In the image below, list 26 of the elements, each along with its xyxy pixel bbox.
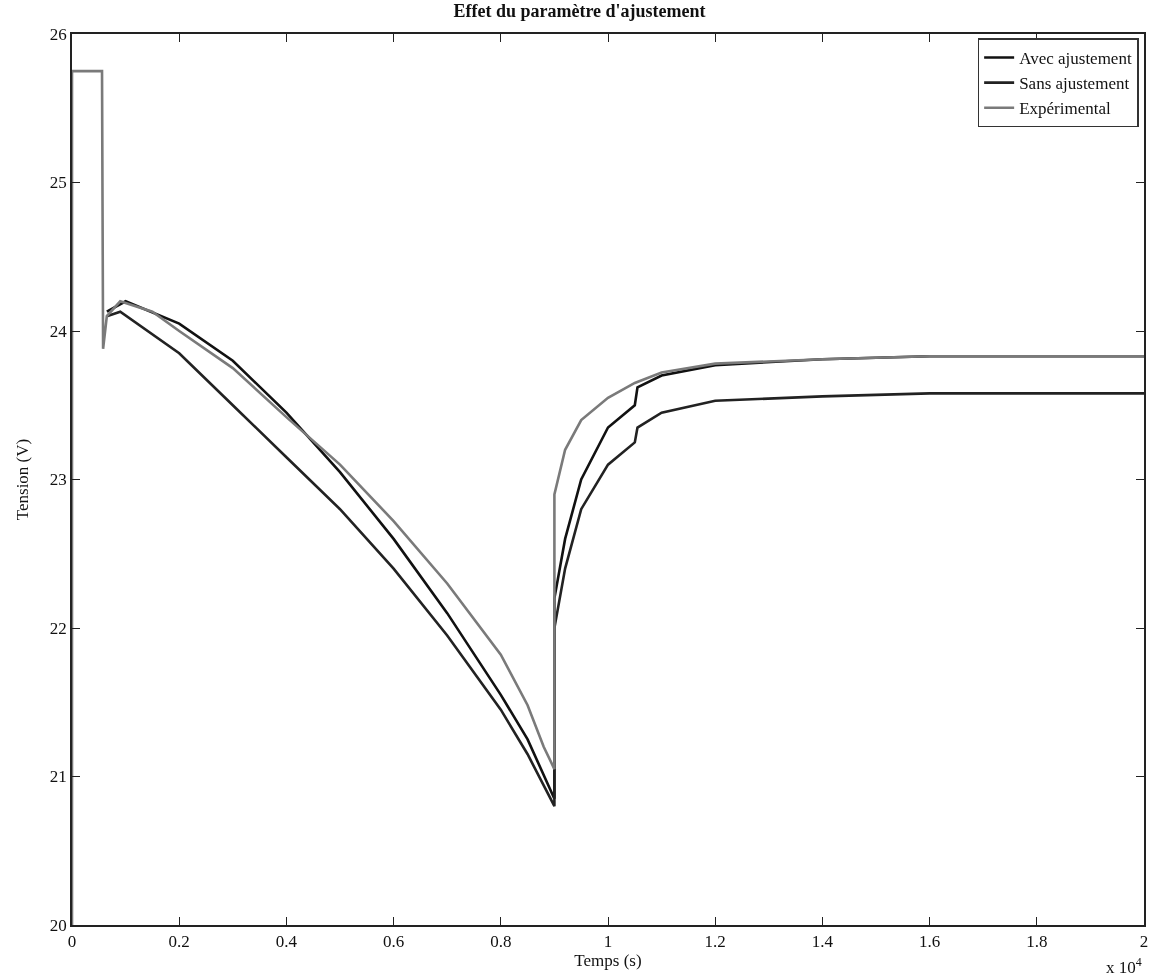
x-tick-label: 0.4	[275, 932, 298, 952]
x-tick-label: 1	[603, 932, 613, 952]
y-tick-label: 20	[49, 915, 67, 935]
y-tick-label: 26	[49, 24, 67, 44]
x-tick-label: 0.2	[168, 932, 190, 952]
x-tick-label: 1.8	[1026, 932, 1048, 952]
x-tick-label: 0.6	[382, 932, 405, 952]
y-axis-title: Tension (V)	[12, 438, 32, 521]
x-tick-label: 1.2	[704, 932, 726, 952]
y-tick-label: 22	[49, 618, 67, 638]
y-tick-label: 25	[49, 173, 67, 193]
y-tick-label: 24	[49, 321, 68, 341]
x-tick-label: 2	[1139, 932, 1149, 952]
legend-label: Sans ajustement	[1019, 74, 1130, 94]
line-series	[72, 69, 1144, 925]
text: x 10$^{4}$	[1106, 955, 1142, 978]
x-tick-label: 0	[67, 932, 77, 952]
x-axis-title: Temps (s)	[574, 951, 642, 971]
x-tick-label: 1.6	[918, 932, 941, 952]
y-tick-label: 21	[49, 767, 67, 787]
legend-label: Expérimental	[1019, 99, 1111, 119]
x-tick-label: 1.4	[811, 932, 834, 952]
legend-label: Avec ajustement	[1019, 49, 1132, 69]
y-tick-label: 23	[49, 470, 67, 490]
x-tick-label: 0.8	[490, 932, 512, 952]
chart-title: Effet du paramètre d'ajustement	[453, 1, 706, 22]
